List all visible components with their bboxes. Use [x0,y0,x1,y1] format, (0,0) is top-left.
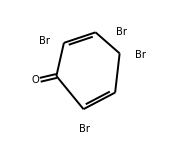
Text: Br: Br [116,27,127,37]
Text: O: O [31,75,39,85]
Text: Br: Br [135,50,146,60]
Text: Br: Br [80,124,90,134]
Text: Br: Br [39,36,50,46]
